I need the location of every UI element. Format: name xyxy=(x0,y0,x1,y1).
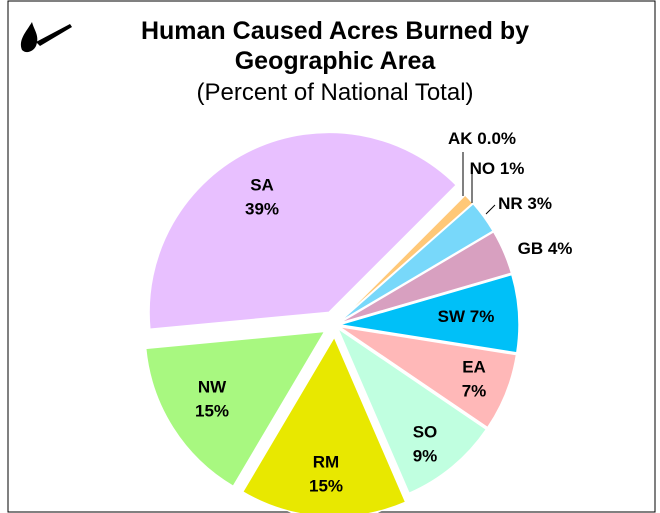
slice-value-label: 1% xyxy=(500,159,525,178)
slice-label: SW xyxy=(438,307,466,326)
pie-slice xyxy=(144,330,327,488)
slice-label: SA xyxy=(250,175,274,194)
slice-label-group: NO 1% xyxy=(470,159,525,178)
logo-icon xyxy=(20,22,72,53)
slice-label: GB xyxy=(518,239,544,258)
slice-value-label: 7% xyxy=(462,381,487,400)
slice-label-group: SW 7% xyxy=(438,307,495,326)
slice-value-label: 9% xyxy=(413,446,438,465)
pie-slice xyxy=(338,230,513,325)
chart-subtitle: (Percent of National Total) xyxy=(196,79,474,106)
slice-value-label: 39% xyxy=(245,199,279,218)
slice-value-label: 15% xyxy=(309,476,343,495)
slice-value-label: 4% xyxy=(548,239,573,258)
pie-slice xyxy=(337,202,495,324)
slice-label-group: GB 4% xyxy=(518,239,573,258)
slice-label: NW xyxy=(198,377,227,396)
pie-slice xyxy=(148,131,458,331)
slice-value-label: 3% xyxy=(527,194,552,213)
slice-label-group: NR 3% xyxy=(498,194,552,213)
slice-label: NR xyxy=(498,194,523,213)
slice-label: AK xyxy=(448,129,473,148)
slice-label-group: AK 0.0% xyxy=(448,129,516,148)
slice-label: SO xyxy=(413,422,438,441)
slice-label: EA xyxy=(462,357,486,376)
leader-line xyxy=(485,204,496,215)
slice-value-label: 15% xyxy=(195,401,229,420)
slice-value-label: 0.0% xyxy=(477,129,516,148)
slice-label: NO xyxy=(470,159,496,178)
chart-title: Human Caused Acres Burned by Geographic … xyxy=(140,17,530,75)
pie-slice xyxy=(338,325,518,429)
pie-slice xyxy=(338,273,520,354)
pie-slice xyxy=(335,326,488,495)
slice-label: RM xyxy=(313,452,339,471)
slice-value-label: 7% xyxy=(470,307,495,326)
pie-slice xyxy=(241,335,407,513)
